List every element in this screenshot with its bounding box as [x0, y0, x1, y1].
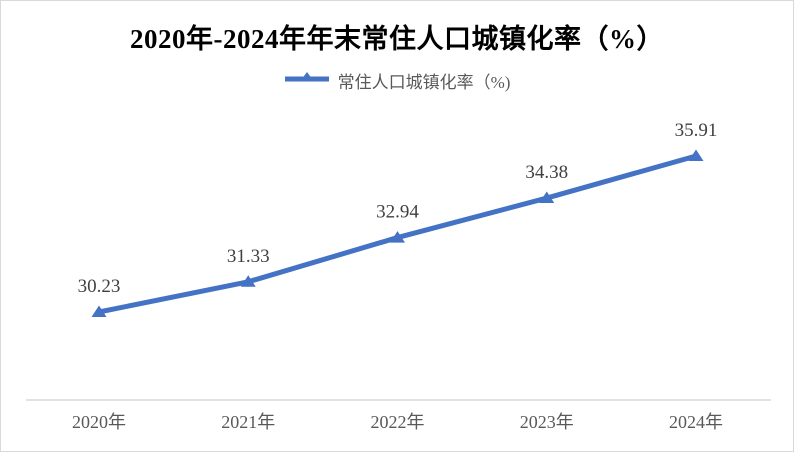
data-label: 32.94 [376, 202, 419, 223]
data-point-marker[interactable] [539, 191, 555, 204]
x-axis-label: 2022年 [371, 412, 425, 432]
x-axis-label: 2024年 [669, 412, 723, 432]
data-label: 30.23 [78, 276, 121, 297]
data-label: 31.33 [227, 246, 270, 267]
legend[interactable]: 常住人口城镇化率（%) [1, 68, 793, 93]
x-axis-label: 2023年 [520, 412, 574, 432]
legend-triangle-line-icon [284, 71, 330, 90]
legend-label: 常住人口城镇化率（%) [337, 73, 511, 92]
data-point-marker[interactable] [240, 275, 256, 287]
data-point-marker[interactable] [688, 149, 704, 162]
chart-title: 2020年-2024年年末常住人口城镇化率（%） [130, 24, 664, 54]
data-label: 35.91 [675, 120, 718, 141]
data-point-marker[interactable] [91, 305, 107, 318]
x-axis-label: 2020年 [72, 412, 126, 432]
data-label: 34.38 [525, 162, 568, 183]
x-axis-label: 2021年 [221, 412, 275, 432]
data-point-marker[interactable] [390, 231, 405, 243]
